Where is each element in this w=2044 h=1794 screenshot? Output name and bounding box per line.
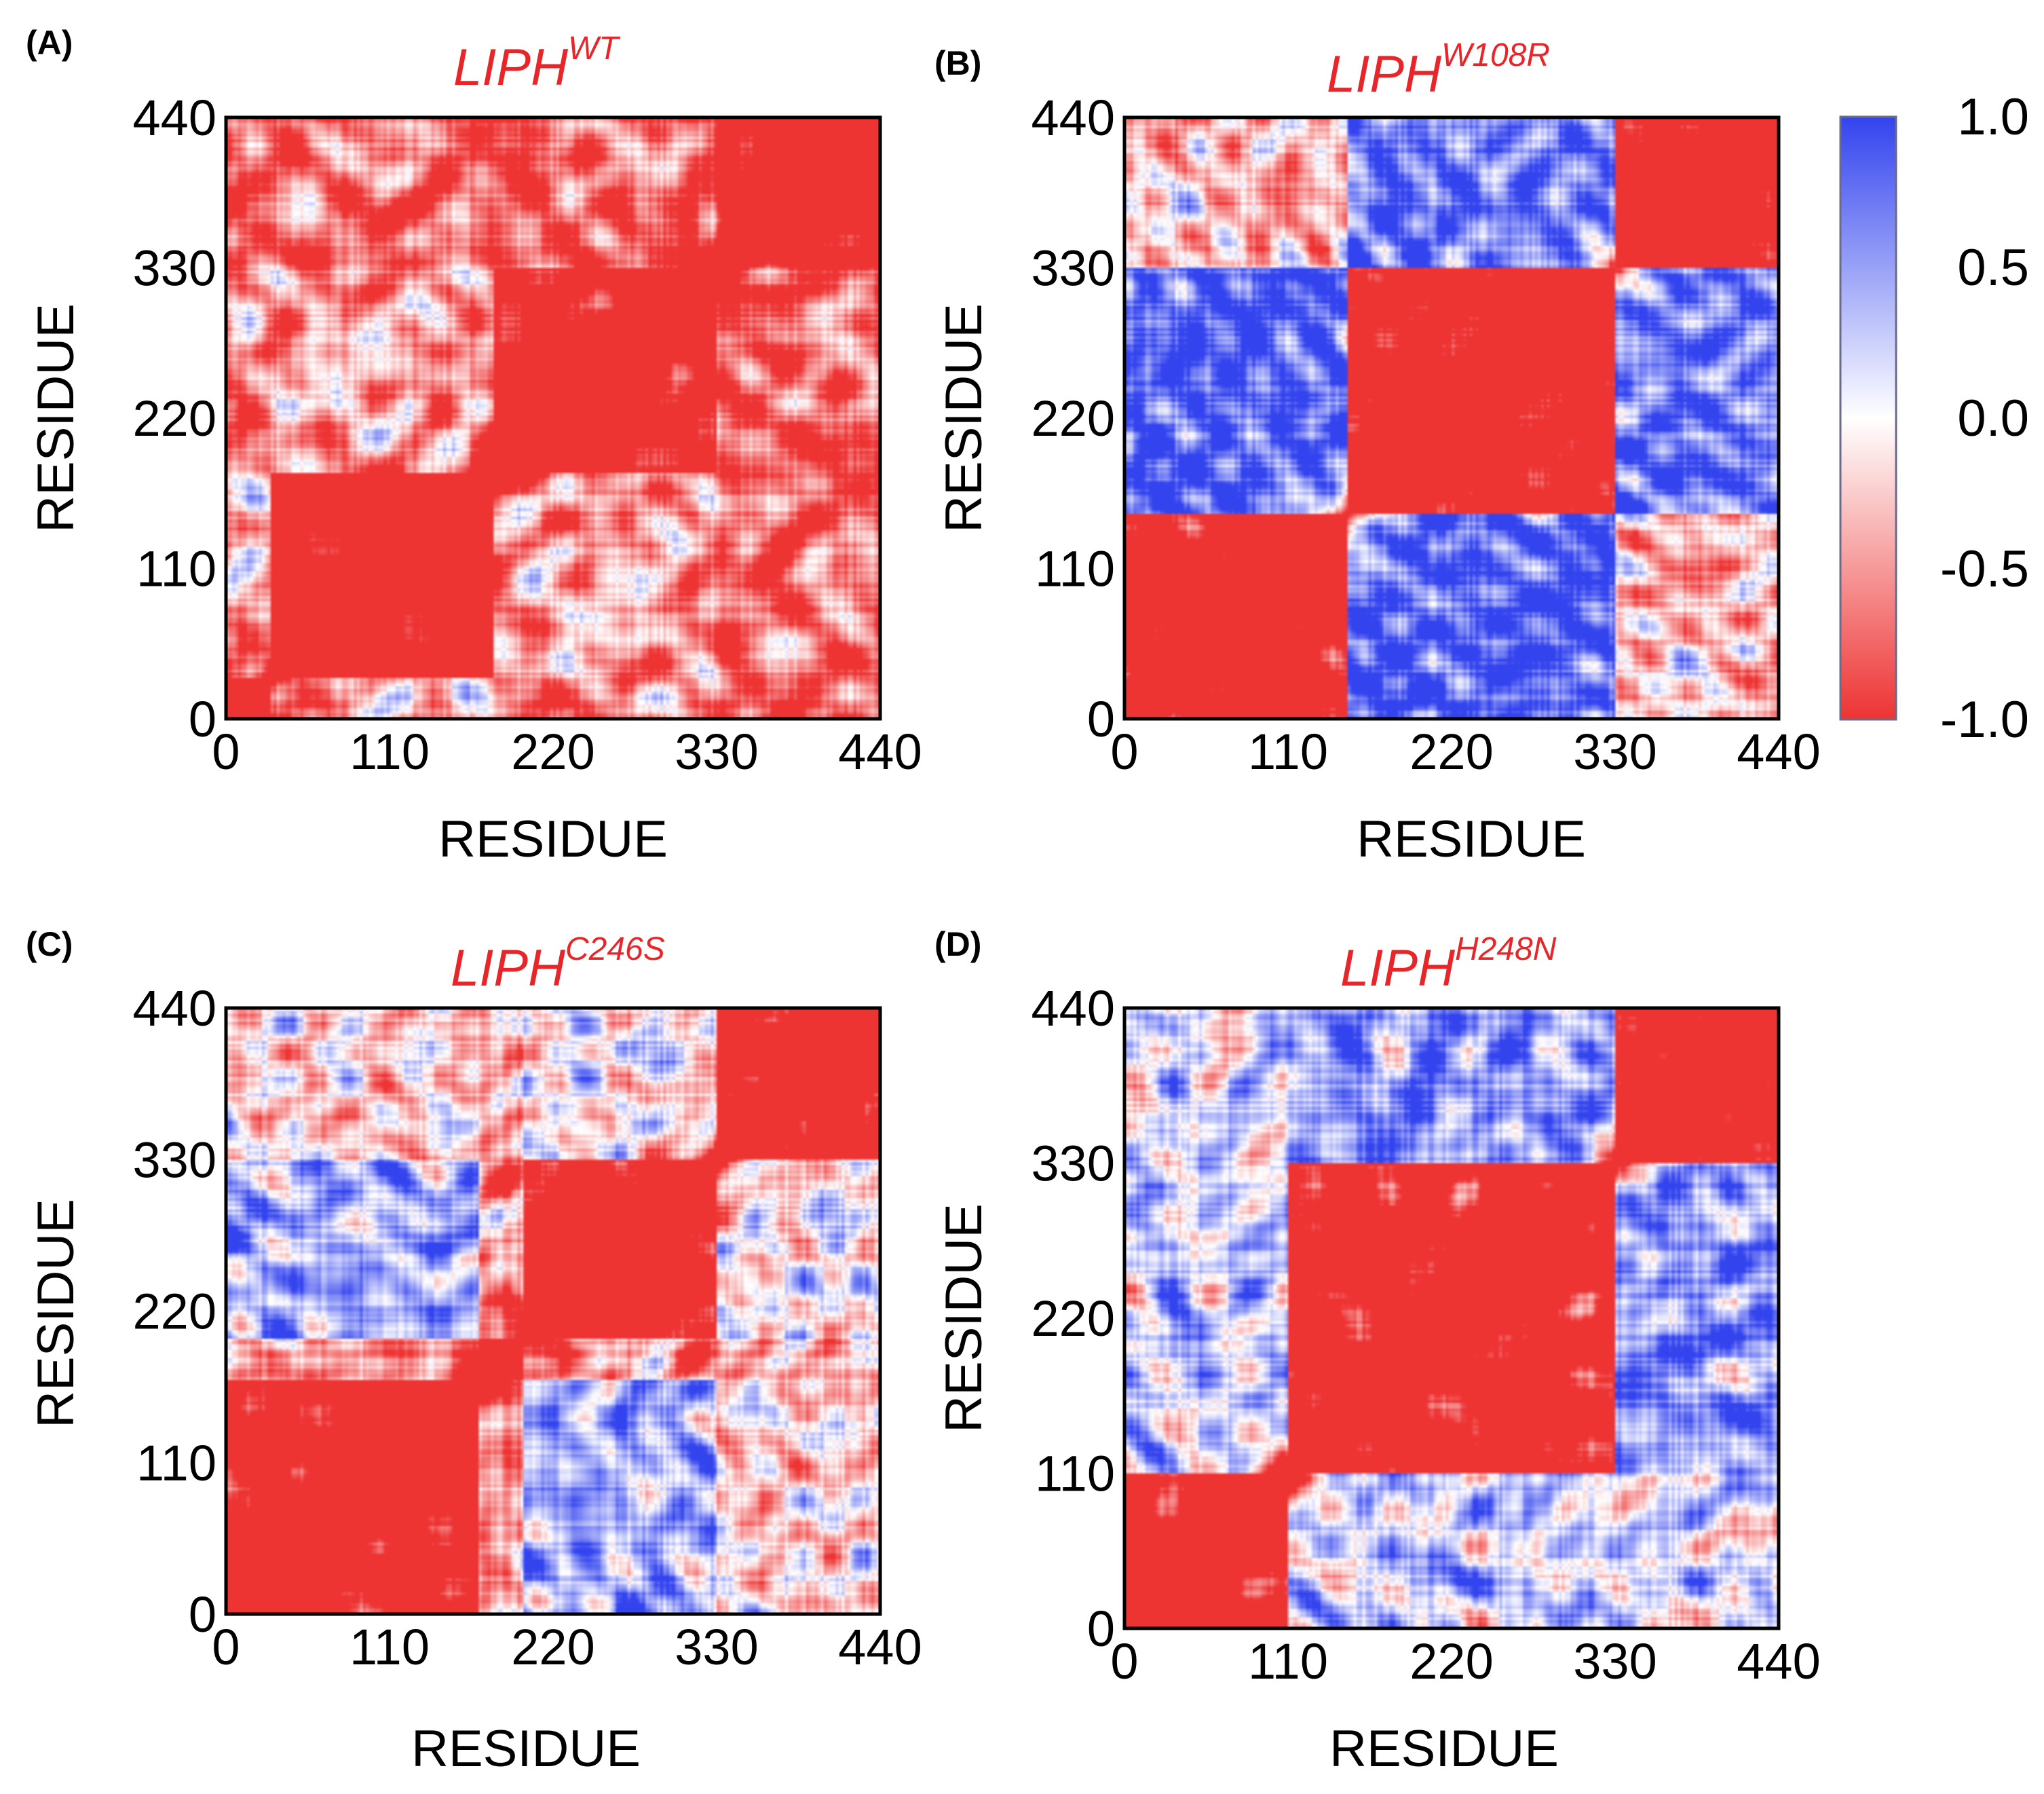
colorbar-tick-1: 0.5: [1957, 239, 2029, 297]
panel-a-axes: 0 110 220 330 440 0 110 220 330 440: [133, 90, 922, 780]
panel-c-title: LIPHC246S: [451, 931, 665, 997]
panel-a-label: (A): [26, 24, 73, 62]
panel-a-xtick-1: 110: [349, 724, 430, 780]
colorbar-tick-4: -1.0: [1940, 691, 2029, 749]
panel-c-heatmap: [226, 1008, 880, 1614]
panel-c-xlabel: RESIDUE: [411, 1720, 641, 1778]
panel-b-axes: 0 110 220 330 440 0 110 220 330 440: [1032, 90, 1821, 780]
panel-c-ytick-0: 0: [189, 1586, 216, 1643]
panel-c-ytick-1: 110: [136, 1435, 216, 1491]
panel-d-label: (D): [934, 925, 981, 963]
panel-a-ytick-4: 440: [133, 90, 216, 146]
panel-b-title: LIPHW108R: [1327, 37, 1550, 103]
colorbar-gradient: [1839, 115, 1897, 721]
panel-b-xtick-0: 0: [1110, 724, 1138, 780]
panel-a: (A) LIPHWT 0 110 220 330 440 0 110 220 330 440 RE…: [26, 24, 922, 868]
panel-a-xtick-2: 220: [511, 724, 594, 780]
panel-b-ytick-4: 440: [1032, 90, 1115, 146]
panel-c-axes: 0 110 220 330 440 0 110 220 330 440: [133, 980, 922, 1675]
panel-a-ylabel: RESIDUE: [27, 303, 85, 533]
panel-c-ytick-3: 330: [133, 1132, 216, 1188]
panel-d-ytick-1: 110: [1035, 1446, 1115, 1502]
panel-d-xtick-1: 110: [1248, 1633, 1328, 1689]
panel-d-ytick-0: 0: [1087, 1601, 1115, 1657]
panel-b-ytick-3: 330: [1032, 240, 1115, 297]
panel-b-ytick-0: 0: [1087, 691, 1115, 747]
panel-c-xtick-4: 440: [838, 1619, 922, 1675]
colorbar-tick-0: 1.0: [1957, 88, 2029, 146]
panel-b-xlabel: RESIDUE: [1357, 810, 1586, 868]
panel-b-xtick-2: 220: [1409, 724, 1493, 780]
panel-b-frame: [1122, 115, 1781, 721]
panel-a-ytick-2: 220: [133, 390, 216, 447]
panel-b-ytick-2: 220: [1032, 390, 1115, 447]
panel-a-xtick-3: 330: [675, 724, 758, 780]
panel-b-heatmap: [1124, 117, 1779, 719]
panel-d-xlabel: RESIDUE: [1329, 1720, 1559, 1778]
panel-c: (C) LIPHC246S 0 110 220 330 440 0 110 220 330 440…: [26, 925, 922, 1778]
panel-a-xtick-0: 0: [212, 724, 240, 780]
panel-c-xtick-0: 0: [212, 1619, 240, 1675]
panel-c-xtick-1: 110: [349, 1619, 430, 1675]
panel-c-xtick-2: 220: [511, 1619, 594, 1675]
panel-d-xtick-4: 440: [1737, 1633, 1820, 1689]
panel-c-label: (C): [26, 925, 73, 963]
panel-b-label: (B): [934, 44, 981, 82]
panel-c-xtick-3: 330: [675, 1619, 758, 1675]
panel-d-axes: 0 110 220 330 440 0 110 220 330 440: [1032, 980, 1821, 1689]
panel-d: (D) LIPHH248N 0 110 220 330 440 0 110 220 330 440…: [934, 925, 1821, 1778]
panel-c-ytick-4: 440: [133, 980, 216, 1036]
panel-a-frame: [224, 115, 882, 721]
colorbar: 1.0 0.5 0.0 -0.5 -1.0: [1839, 88, 2029, 749]
panel-b-xtick-1: 110: [1248, 724, 1328, 780]
panel-d-xtick-3: 330: [1573, 1633, 1657, 1689]
panel-d-xtick-2: 220: [1409, 1633, 1493, 1689]
panel-d-frame: [1122, 1006, 1781, 1630]
panel-a-title: LIPHWT: [453, 31, 621, 96]
panel-d-xtick-0: 0: [1110, 1633, 1138, 1689]
panel-d-ytick-4: 440: [1032, 980, 1115, 1036]
panel-b-ytick-1: 110: [1035, 541, 1115, 597]
panel-d-ytick-3: 330: [1032, 1136, 1115, 1192]
panel-c-ylabel: RESIDUE: [27, 1199, 85, 1428]
panel-b-xtick-3: 330: [1573, 724, 1657, 780]
panel-b-ylabel: RESIDUE: [935, 303, 993, 533]
panel-d-heatmap: [1124, 1008, 1779, 1628]
panel-b-xtick-4: 440: [1737, 724, 1820, 780]
panel-d-ylabel: RESIDUE: [935, 1203, 993, 1433]
panel-a-ytick-3: 330: [133, 240, 216, 297]
panel-a-ytick-1: 110: [136, 541, 216, 597]
colorbar-ticks: 1.0 0.5 0.0 -0.5 -1.0: [1940, 88, 2029, 749]
colorbar-tick-3: -0.5: [1940, 540, 2029, 598]
panel-a-ytick-0: 0: [189, 691, 216, 747]
panel-b: (B) LIPHW108R 0 110 220 330 440 0 110 220 330 440…: [934, 37, 1821, 868]
panel-a-xtick-4: 440: [838, 724, 922, 780]
colorbar-tick-2: 0.0: [1957, 390, 2029, 447]
panel-a-xlabel: RESIDUE: [438, 810, 668, 868]
panel-d-ytick-2: 220: [1032, 1290, 1115, 1347]
panel-c-ytick-2: 220: [133, 1284, 216, 1340]
panel-c-frame: [224, 1006, 882, 1616]
panel-d-title: LIPHH248N: [1340, 931, 1557, 997]
panel-a-heatmap: [226, 117, 880, 719]
